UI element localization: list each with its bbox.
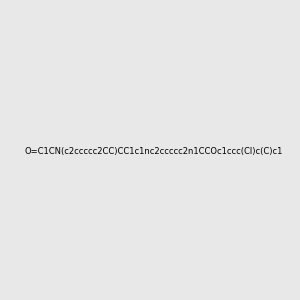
Text: O=C1CN(c2ccccc2CC)CC1c1nc2ccccc2n1CCOc1ccc(Cl)c(C)c1: O=C1CN(c2ccccc2CC)CC1c1nc2ccccc2n1CCOc1c… — [25, 147, 283, 156]
